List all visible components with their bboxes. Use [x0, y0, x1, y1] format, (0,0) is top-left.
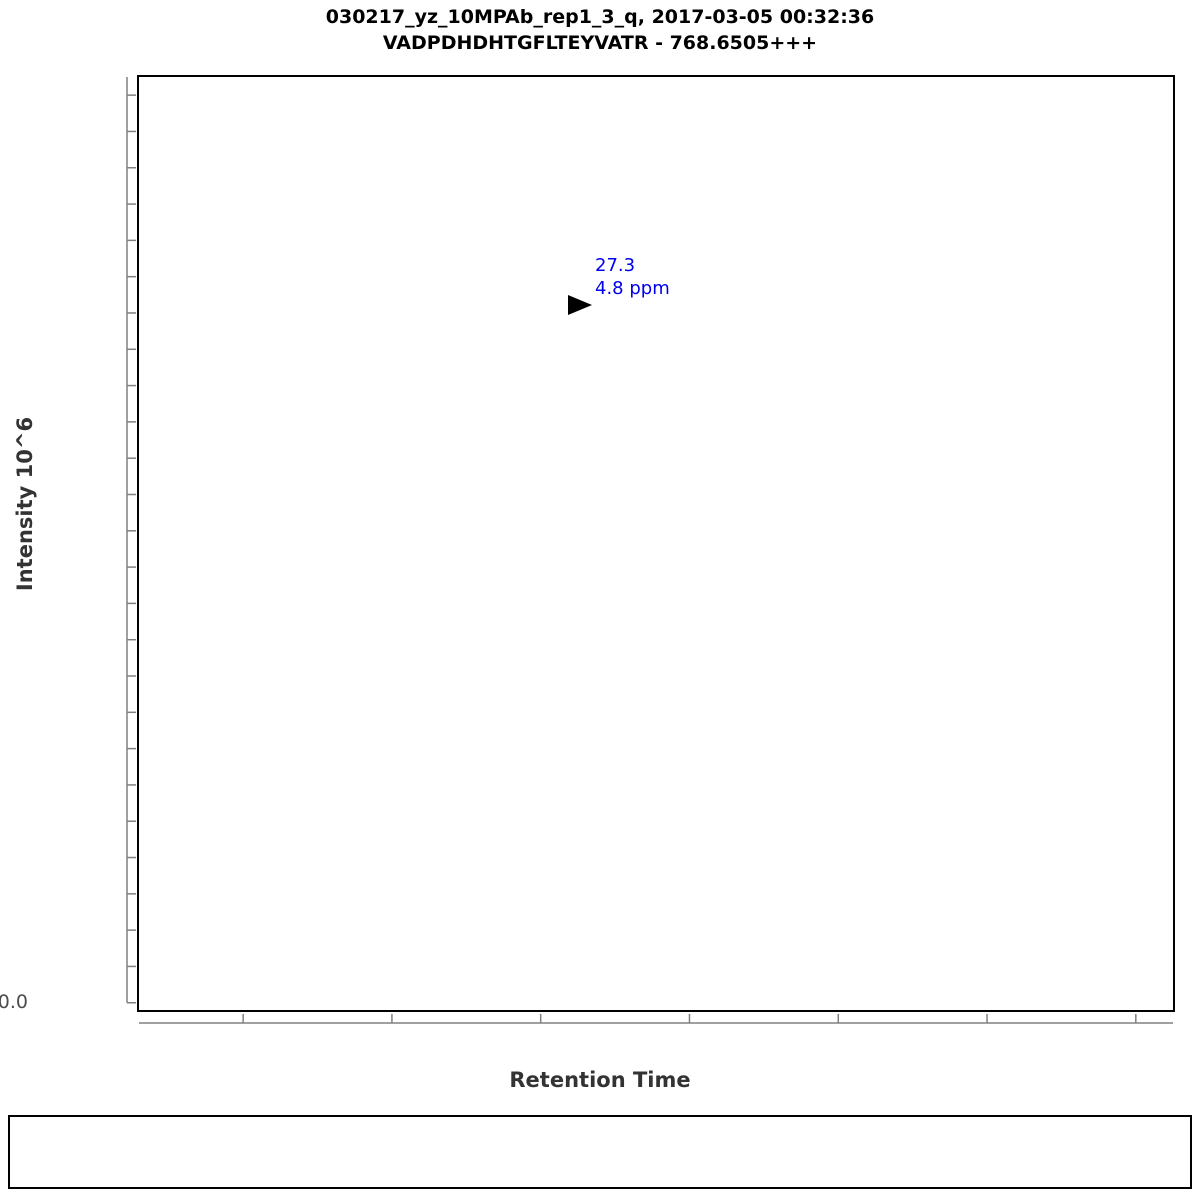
x-axis-label: Retention Time — [509, 1068, 691, 1092]
chromatogram-traces — [139, 77, 1173, 1010]
title-line-run: 030217_yz_10MPAb_rep1_3_q, 2017-03-05 00… — [325, 6, 875, 28]
triangle-right-marker-icon — [568, 295, 592, 315]
y-axis-label: Intensity 10^6 — [13, 416, 37, 592]
y-axis-tick-label: 0.0 — [0, 990, 28, 1013]
legend-row — [18, 1154, 1182, 1185]
peak-ppm-annotation: 4.8 ppm — [595, 278, 670, 299]
title-line-peptide: VADPDHDHTGFLTEYVATR - 768.6505+++ — [382, 32, 818, 54]
plot-area[interactable] — [137, 75, 1175, 1012]
chart-title: 030217_yz_10MPAb_rep1_3_q, 2017-03-05 00… — [0, 4, 1200, 56]
peak-rt-annotation: 27.3 — [595, 255, 636, 276]
legend-row — [18, 1123, 1182, 1154]
legend — [8, 1115, 1192, 1189]
